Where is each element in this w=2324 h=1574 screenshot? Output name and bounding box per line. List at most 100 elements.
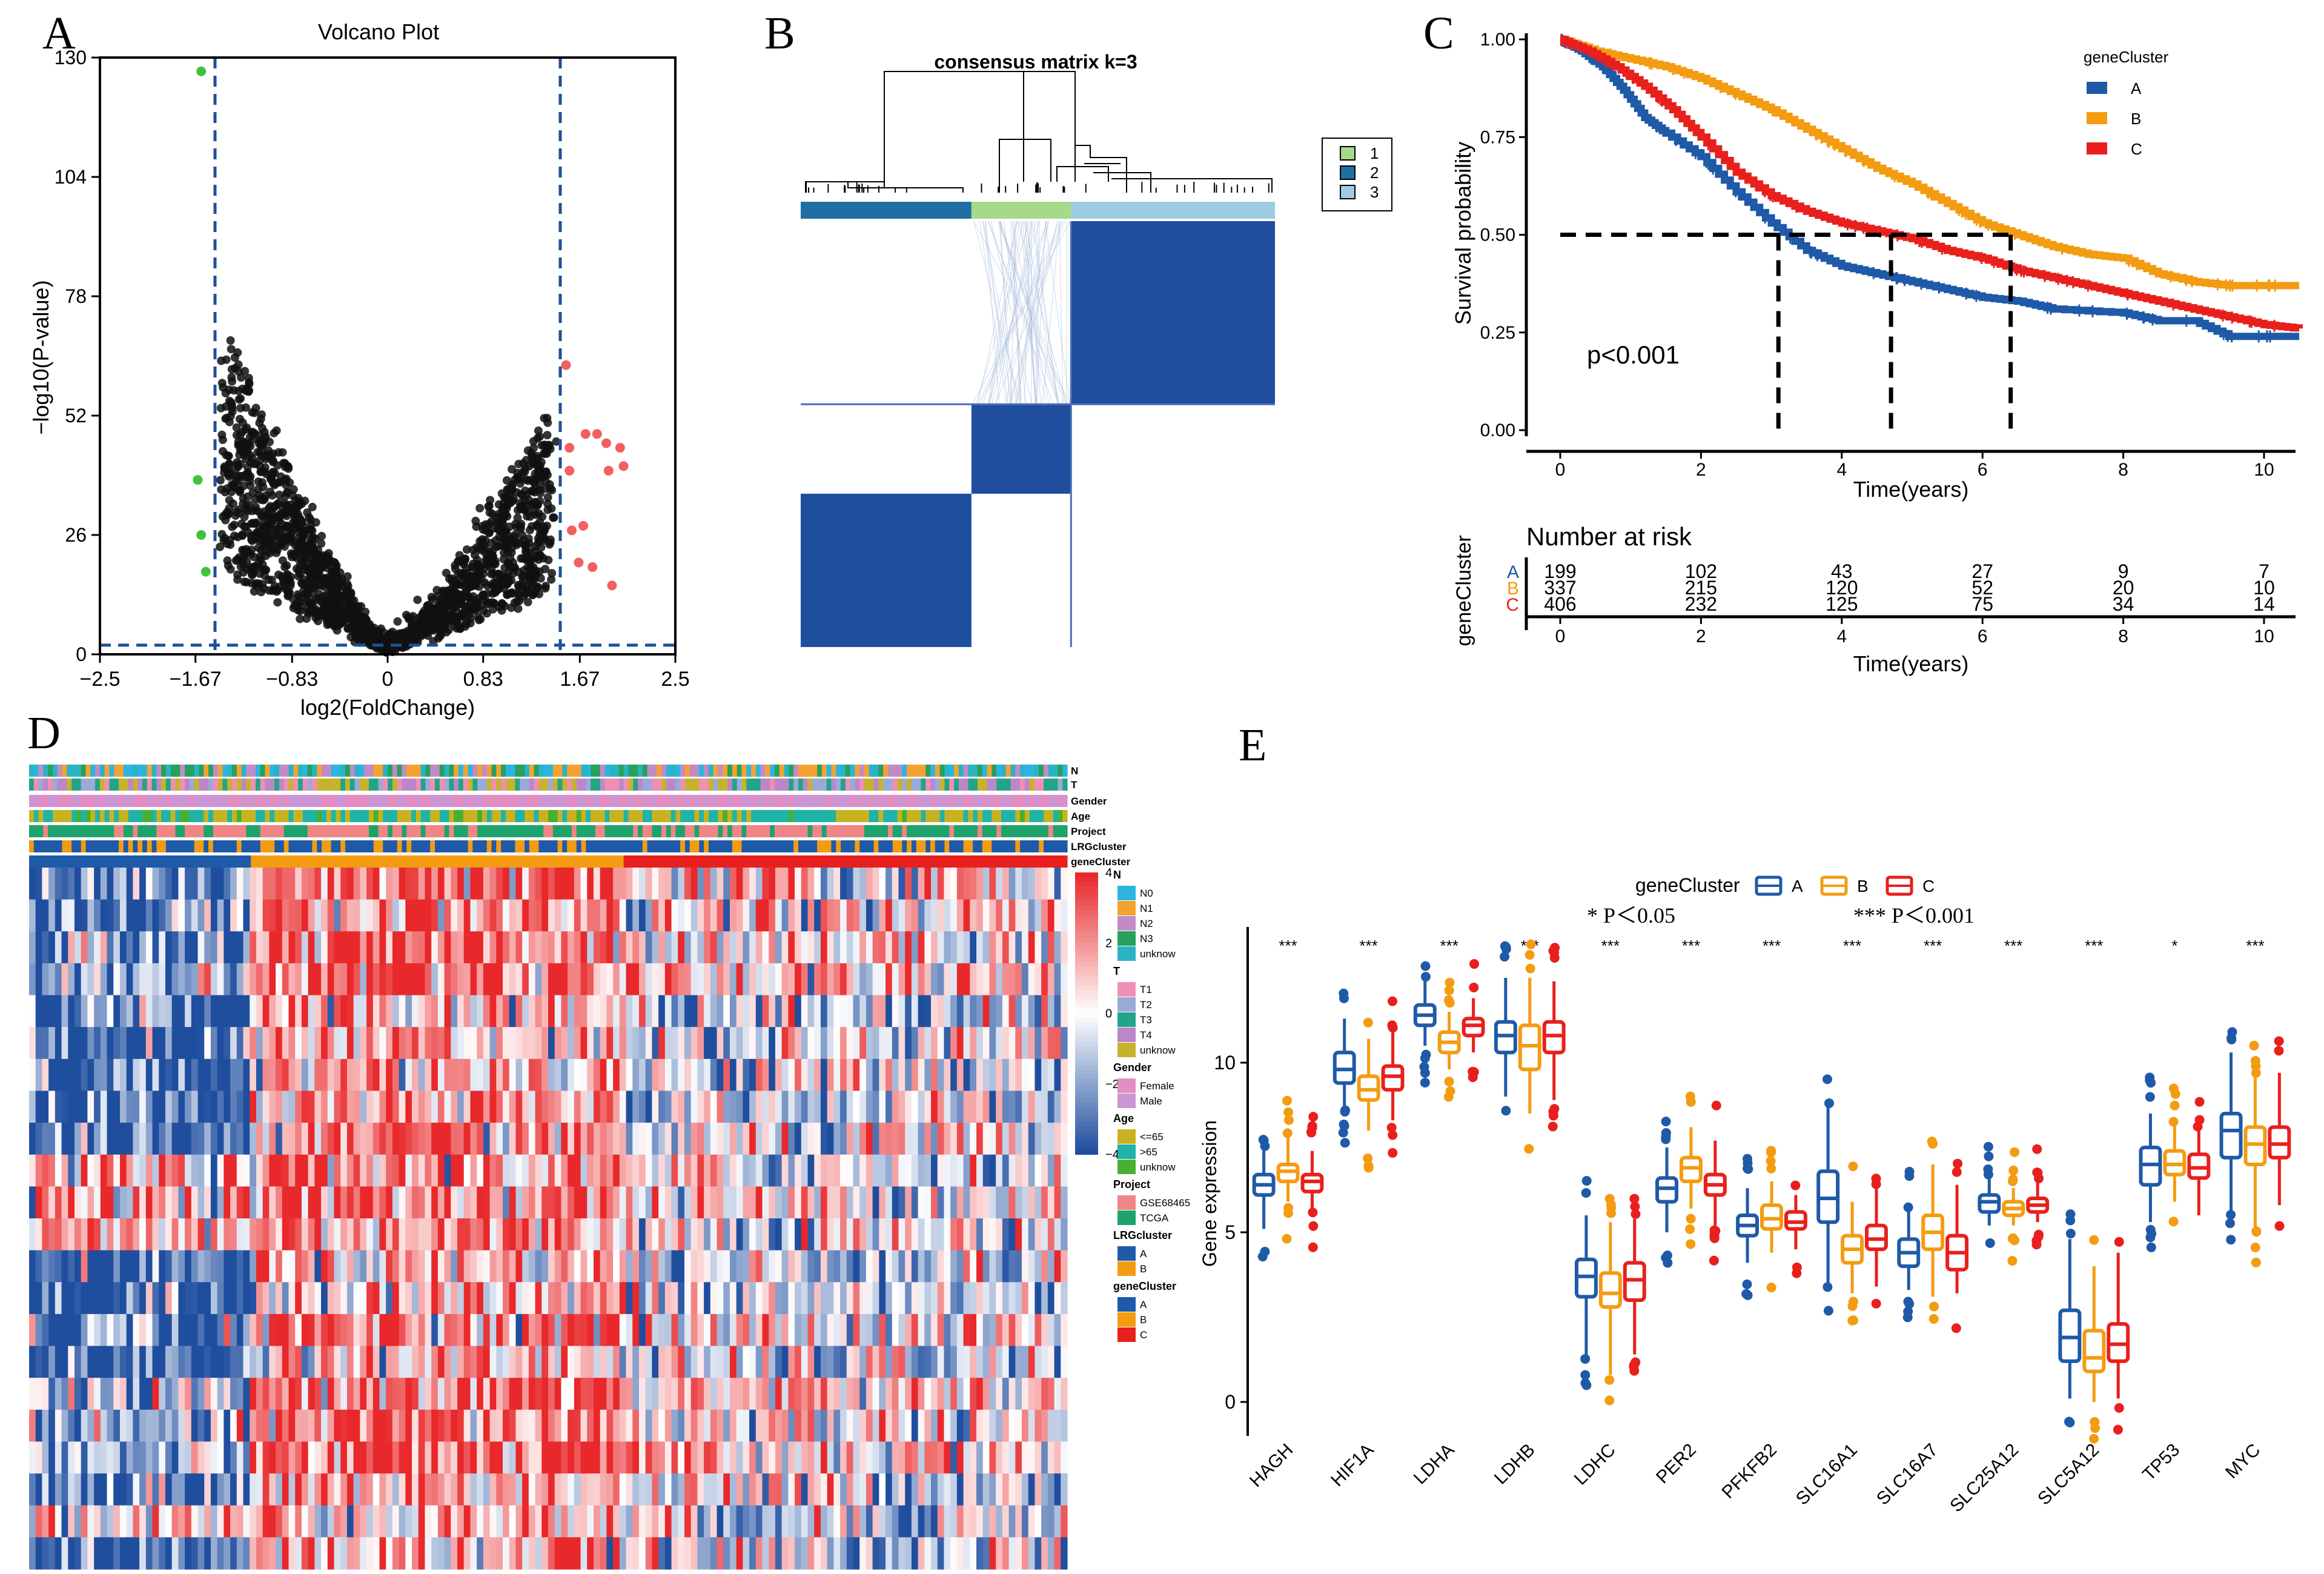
annotation-cell: [949, 795, 955, 807]
annotation-cell: [538, 795, 544, 807]
heat-cell: [541, 995, 549, 1028]
heat-cell: [425, 1058, 432, 1092]
annotation-cell: [161, 840, 167, 852]
annotation-cell: [1001, 795, 1007, 807]
annotation-cell: [194, 840, 200, 852]
heat-cell: [658, 1027, 666, 1060]
annotation-cell: [1044, 779, 1049, 791]
heat-cell: [814, 931, 821, 964]
annotation-cell: [1010, 779, 1016, 791]
heat-cell: [970, 899, 977, 932]
heat-cell: [704, 963, 711, 996]
heat-cell: [94, 1027, 101, 1060]
volcano-point-ns: [283, 462, 293, 471]
heat-cell: [937, 1058, 945, 1092]
heat-cell: [749, 1091, 756, 1123]
annotation-cell: [133, 810, 138, 822]
heat-cell: [145, 931, 153, 964]
panel-d: D NTGenderAgeProjectLRGclustergeneCluste…: [27, 708, 1190, 1570]
annotation-cell: [241, 825, 247, 837]
heat-cell: [1002, 963, 1010, 996]
heat-cell: [814, 1027, 821, 1060]
heat-cell: [1047, 963, 1055, 996]
heat-cell: [606, 931, 614, 964]
annotation-cell: [647, 855, 652, 868]
heat-cell: [353, 868, 360, 900]
annotation-cell: [435, 840, 440, 852]
annotation-cell: [189, 765, 195, 777]
annotation-cell: [878, 825, 884, 837]
volcano-point-ns: [432, 586, 442, 594]
annotation-cell: [510, 810, 516, 822]
annotation-cell: [185, 765, 190, 777]
annotation-cell: [326, 825, 332, 837]
heat-cell: [743, 868, 750, 900]
heat-cell: [470, 899, 477, 932]
heat-cell: [1054, 899, 1061, 932]
heat-cell: [879, 931, 886, 964]
annotation-cell: [996, 840, 1002, 852]
annotation-cell: [600, 825, 606, 837]
annotation-cell: [326, 765, 332, 777]
annotation-cell: [666, 795, 672, 807]
volcano-point-ns: [265, 487, 274, 496]
heat-cell: [814, 963, 821, 996]
heat-cell: [944, 995, 951, 1028]
annotation-cell: [1015, 795, 1021, 807]
heat-cell: [717, 963, 724, 996]
heat-cell: [587, 868, 594, 900]
volcano-point-ns: [459, 569, 468, 578]
heat-cell: [684, 1027, 692, 1060]
annotation-cell: [57, 855, 63, 868]
annotation-cell: [302, 779, 308, 791]
heat-cell: [197, 868, 205, 900]
volcano-point-ns: [466, 619, 475, 628]
heat-cell: [872, 1027, 879, 1060]
annotation-cell: [793, 795, 799, 807]
heat-cell: [29, 1027, 36, 1060]
annotation-cell: [76, 765, 82, 777]
heat-cell: [210, 995, 218, 1028]
heat-cell: [55, 1091, 62, 1123]
annotation-cell: [770, 810, 775, 822]
annotation-cell: [354, 779, 360, 791]
heat-cell: [944, 1058, 951, 1092]
annotation-cell: [142, 765, 148, 777]
annotation-cell: [402, 765, 407, 777]
annotation-cell: [283, 779, 290, 791]
annotation-cell: [33, 855, 39, 868]
heat-cell: [781, 995, 789, 1028]
annotation-cell: [543, 810, 549, 822]
heat-cell: [827, 963, 834, 996]
heat-cell: [515, 899, 523, 932]
annotation-cell: [283, 795, 290, 807]
heat-cell: [528, 1091, 536, 1123]
heat-cell: [489, 995, 497, 1028]
annotation-cell: [388, 779, 393, 791]
annotation-cell: [567, 855, 572, 868]
heat-cell: [568, 868, 575, 900]
annotation-cell: [1044, 825, 1049, 837]
annotation-cell: [402, 840, 407, 852]
annotation-cell: [520, 810, 525, 822]
annotation-cell: [482, 765, 488, 777]
annotation-cell: [109, 840, 114, 852]
heat-cell: [886, 899, 893, 932]
annotation-cell: [114, 765, 119, 777]
heat-cell: [185, 899, 192, 932]
annotation-cell: [666, 765, 672, 777]
annotation-cell: [33, 825, 39, 837]
annotation-cell: [270, 840, 275, 852]
heat-cell: [35, 899, 43, 932]
volcano-point-ns: [541, 477, 550, 486]
annotation-cell: [737, 795, 743, 807]
annotation-cell: [388, 795, 393, 807]
heat-cell: [736, 931, 743, 964]
heat-cell: [1022, 995, 1029, 1028]
annotation-cell: [741, 825, 747, 837]
annotation-cell: [29, 825, 35, 837]
annotation-cell: [614, 840, 620, 852]
annotation-cell: [368, 779, 374, 791]
annotation-cell: [170, 765, 176, 777]
volcano-point-ns: [543, 431, 552, 440]
